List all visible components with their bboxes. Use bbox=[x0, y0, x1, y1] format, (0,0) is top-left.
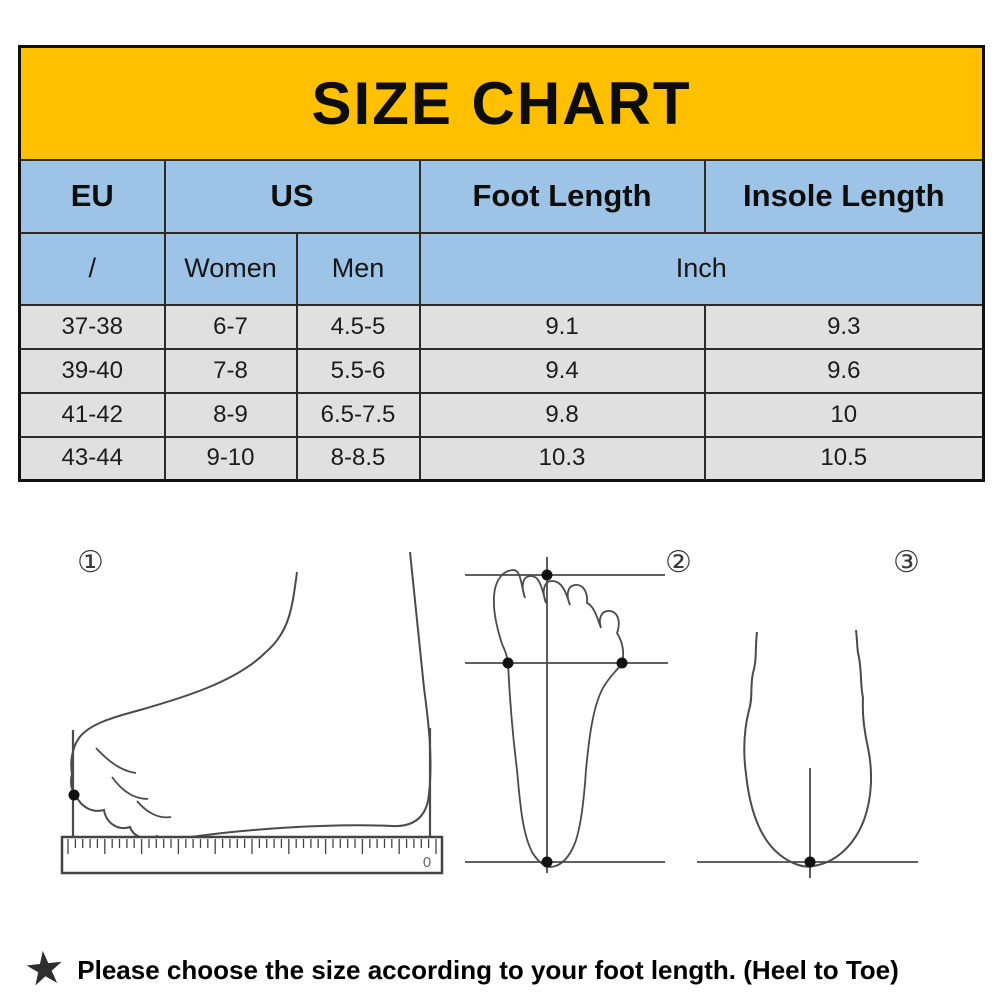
step-3-number: ③ bbox=[893, 545, 920, 580]
cell-us-men: 5.5-6 bbox=[295, 347, 421, 394]
sub-header-unit: Inch bbox=[418, 231, 985, 306]
toe-curl-lines bbox=[95, 747, 172, 819]
col-header-eu: EU bbox=[18, 158, 166, 234]
ruler-ticks bbox=[67, 839, 437, 854]
toe-tip-dot bbox=[541, 569, 553, 581]
size-chart-table: SIZE CHART EU US Foot Length Insole Leng… bbox=[18, 45, 986, 482]
ruler: 0 bbox=[60, 835, 444, 875]
cell-foot-length: 9.4 bbox=[418, 347, 706, 394]
col-header-insole-length: Insole Length bbox=[703, 158, 985, 234]
col-header-foot-length: Foot Length bbox=[418, 158, 706, 234]
footnote: ★ Please choose the size according to yo… bbox=[21, 938, 990, 998]
cell-us-women: 7-8 bbox=[163, 347, 298, 394]
toe-point-dot bbox=[68, 789, 80, 801]
heel-outline bbox=[743, 629, 873, 868]
sub-header-row: / Women Men Inch bbox=[18, 231, 985, 306]
page-title: SIZE CHART bbox=[18, 45, 985, 161]
step-2-number: ② bbox=[665, 545, 692, 580]
step-1-number: ① bbox=[77, 545, 104, 580]
cell-us-men: 8-8.5 bbox=[295, 435, 421, 482]
cell-eu: 43-44 bbox=[18, 435, 166, 482]
title-row: SIZE CHART bbox=[18, 45, 985, 161]
cell-us-men: 6.5-7.5 bbox=[295, 391, 421, 438]
ruler-zero-label: 0 bbox=[423, 854, 431, 871]
cell-foot-length: 10.3 bbox=[418, 435, 706, 482]
cell-foot-length: 9.8 bbox=[418, 391, 706, 438]
cell-eu: 39-40 bbox=[18, 347, 166, 394]
sub-header-eu: / bbox=[18, 231, 166, 306]
col-header-us: US bbox=[163, 158, 421, 234]
heel-contact-dot bbox=[804, 856, 816, 868]
ball-left-dot bbox=[502, 657, 514, 669]
cell-us-men: 4.5-5 bbox=[295, 303, 421, 350]
cell-eu: 37-38 bbox=[18, 303, 166, 350]
foot-side-outline bbox=[70, 551, 432, 843]
cell-insole-length: 9.6 bbox=[703, 347, 985, 394]
sub-header-men: Men bbox=[295, 231, 421, 306]
table-row: 43-44 9-10 8-8.5 10.3 10.5 bbox=[18, 435, 985, 482]
star-icon: ★ bbox=[21, 938, 68, 998]
table-row: 41-42 8-9 6.5-7.5 9.8 10 bbox=[18, 391, 985, 438]
ball-right-dot bbox=[616, 657, 628, 669]
header-row: EU US Foot Length Insole Length bbox=[18, 158, 985, 234]
footnote-text: Please choose the size according to your… bbox=[77, 954, 899, 985]
cell-insole-length: 9.3 bbox=[703, 303, 985, 350]
foot-side-view-diagram: 0 bbox=[60, 551, 444, 875]
cell-insole-length: 10.5 bbox=[703, 435, 985, 482]
heel-dot bbox=[541, 856, 553, 868]
foot-measurement-diagrams: 0 bbox=[60, 551, 918, 878]
footprint-outline bbox=[492, 569, 625, 868]
table-row: 37-38 6-7 4.5-5 9.1 9.3 bbox=[18, 303, 985, 350]
table-row: 39-40 7-8 5.5-6 9.4 9.6 bbox=[18, 347, 985, 394]
cell-eu: 41-42 bbox=[18, 391, 166, 438]
foot-top-view-diagram bbox=[465, 557, 668, 873]
cell-us-women: 6-7 bbox=[163, 303, 298, 350]
cell-us-women: 8-9 bbox=[163, 391, 298, 438]
heel-back-view-diagram bbox=[697, 629, 918, 878]
cell-us-women: 9-10 bbox=[163, 435, 298, 482]
sub-header-women: Women bbox=[163, 231, 298, 306]
cell-foot-length: 9.1 bbox=[418, 303, 706, 350]
cell-insole-length: 10 bbox=[703, 391, 985, 438]
